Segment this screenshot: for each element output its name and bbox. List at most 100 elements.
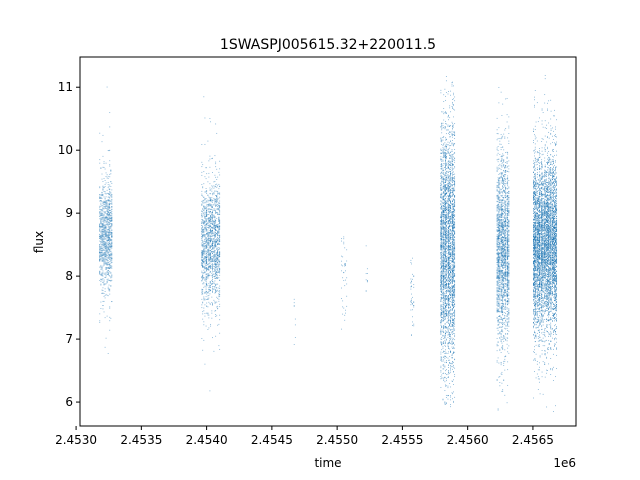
data-point xyxy=(208,240,210,242)
data-point xyxy=(445,361,447,363)
data-point xyxy=(218,294,220,296)
data-point xyxy=(441,238,443,240)
data-point xyxy=(101,244,103,246)
data-point xyxy=(218,204,220,206)
data-point xyxy=(445,352,447,354)
data-point xyxy=(102,240,104,242)
data-point xyxy=(448,298,449,300)
data-point xyxy=(100,227,102,229)
data-point xyxy=(440,207,442,208)
data-point xyxy=(109,316,111,318)
data-point xyxy=(107,208,109,210)
data-point xyxy=(440,330,442,332)
data-point xyxy=(444,366,446,368)
data-point xyxy=(447,203,449,205)
data-point xyxy=(443,313,445,315)
data-point xyxy=(219,260,221,262)
data-point xyxy=(445,287,447,289)
data-point xyxy=(441,221,443,223)
data-point xyxy=(450,265,452,266)
data-point xyxy=(450,223,452,224)
data-point xyxy=(448,312,449,314)
data-point xyxy=(442,125,444,127)
data-point xyxy=(207,268,209,270)
data-point xyxy=(205,207,207,209)
data-point xyxy=(441,201,443,203)
data-point xyxy=(449,107,451,109)
data-point xyxy=(110,259,112,261)
data-point xyxy=(444,318,446,320)
data-point xyxy=(215,314,217,315)
data-point xyxy=(100,239,102,241)
data-point xyxy=(219,285,221,287)
data-point xyxy=(216,271,218,273)
data-point xyxy=(445,178,447,180)
data-point xyxy=(219,279,221,281)
data-point xyxy=(215,262,217,264)
data-point xyxy=(207,245,209,247)
data-point xyxy=(449,297,451,299)
data-point xyxy=(208,235,210,236)
data-point xyxy=(443,198,445,200)
data-point xyxy=(212,290,213,292)
data-point xyxy=(209,221,211,223)
data-point xyxy=(213,276,215,278)
data-point xyxy=(442,169,444,171)
data-point xyxy=(216,247,218,249)
data-point xyxy=(445,244,447,245)
data-point xyxy=(442,292,444,294)
data-point xyxy=(444,230,446,232)
data-point xyxy=(110,276,112,278)
data-point xyxy=(442,152,444,154)
data-point xyxy=(104,253,106,254)
data-point xyxy=(444,154,446,156)
data-point xyxy=(104,255,106,257)
data-point xyxy=(445,403,447,405)
data-point xyxy=(442,201,444,203)
data-point xyxy=(107,196,109,198)
data-point xyxy=(449,289,451,291)
data-point xyxy=(410,304,412,306)
data-point xyxy=(442,269,444,271)
data-point xyxy=(111,206,113,207)
data-point xyxy=(213,239,215,240)
data-point xyxy=(100,256,102,258)
data-point xyxy=(207,241,209,243)
data-point xyxy=(111,274,113,276)
data-point xyxy=(101,273,103,275)
data-point xyxy=(412,316,413,318)
data-point xyxy=(208,259,210,261)
data-point xyxy=(443,328,445,330)
data-point xyxy=(108,228,110,230)
data-point xyxy=(103,222,105,224)
data-point xyxy=(111,247,113,249)
data-point xyxy=(109,307,111,309)
data-point xyxy=(445,309,447,311)
data-point xyxy=(211,230,213,232)
data-point xyxy=(448,160,449,162)
data-point xyxy=(202,302,204,304)
data-point xyxy=(109,220,111,222)
data-point xyxy=(210,209,212,211)
data-point xyxy=(450,307,452,309)
data-point xyxy=(212,245,213,246)
data-point xyxy=(445,378,447,380)
data-point xyxy=(442,399,444,401)
data-point xyxy=(109,202,111,204)
data-point xyxy=(449,145,451,147)
data-point xyxy=(206,239,208,241)
data-point xyxy=(445,207,447,209)
data-point xyxy=(444,190,446,192)
data-point xyxy=(449,303,451,305)
data-point xyxy=(110,260,112,262)
data-point xyxy=(105,217,107,219)
data-point xyxy=(442,139,444,141)
data-point xyxy=(450,154,452,156)
data-point xyxy=(449,325,451,327)
data-point xyxy=(445,161,447,163)
data-point xyxy=(202,272,204,274)
data-point xyxy=(214,245,216,247)
data-point xyxy=(448,299,449,301)
data-point xyxy=(101,251,103,253)
data-point xyxy=(443,233,445,235)
